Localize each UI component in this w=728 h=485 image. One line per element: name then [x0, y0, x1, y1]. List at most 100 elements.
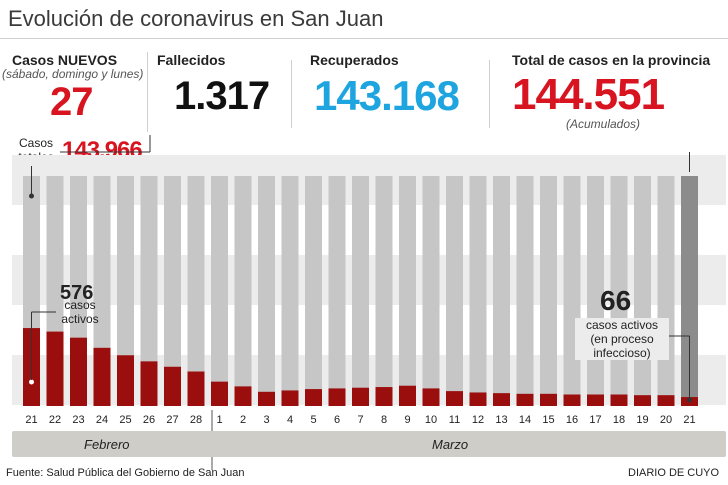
active-bar-15 — [352, 387, 369, 406]
tick-label-2: 22 — [49, 414, 61, 426]
active-bar-4 — [93, 347, 111, 406]
tick-label-4: 24 — [96, 414, 108, 426]
annotation-start-text: casos activos — [56, 298, 104, 326]
total-bar-7 — [164, 176, 181, 406]
annotation-end-value: 66 — [600, 285, 632, 316]
month-febrero: Febrero — [84, 437, 130, 452]
total-bar-24 — [563, 176, 581, 406]
tick-label-18: 10 — [425, 414, 437, 426]
fallecidos-value: 1.317 — [174, 74, 270, 118]
annotation-start-value: 576 — [60, 282, 94, 304]
active-bar-14 — [328, 388, 346, 406]
active-bar-12 — [281, 390, 299, 406]
total-bar-16 — [375, 176, 393, 406]
active-bar-21 — [493, 393, 510, 406]
active-bar-25 — [587, 394, 604, 406]
total-bar-28 — [657, 176, 675, 406]
annotation-end-line1: casos activos — [585, 318, 659, 332]
casos-totales-dot — [29, 193, 34, 199]
tick-label-5: 25 — [119, 414, 131, 426]
active-bar-20 — [469, 392, 487, 406]
tick-label-23: 15 — [542, 414, 554, 426]
tick-label-3: 23 — [72, 414, 84, 426]
nuevos-sub: (sábado, domingo y lunes) — [2, 67, 144, 81]
active-bar-8 — [187, 371, 205, 406]
total-bar-22 — [516, 176, 534, 406]
tick-label-21: 13 — [495, 414, 507, 426]
end-dot — [687, 397, 692, 403]
total-bar-29 — [681, 176, 698, 406]
tick-label-17: 9 — [404, 414, 410, 426]
casos-totales-line1: Casos — [18, 136, 53, 150]
tick-label-27: 19 — [636, 414, 648, 426]
total-bar-21 — [493, 176, 510, 406]
tick-label-19: 11 — [449, 414, 460, 426]
recuperados-label: Recuperados — [310, 52, 399, 68]
total-bar-5 — [117, 176, 134, 406]
active-bar-9 — [211, 381, 228, 406]
active-bar-28 — [657, 395, 675, 406]
recuperados-value: 143.168 — [314, 72, 460, 119]
nuevos-value: 27 — [50, 80, 93, 124]
total-bar-10 — [234, 176, 252, 406]
active-bar-10 — [234, 386, 252, 406]
total-bar-19 — [446, 176, 463, 406]
annotation-end-text: casos activos (en proceso infeccioso) — [575, 318, 669, 360]
total-value: 144.551 — [512, 70, 665, 119]
tick-label-10: 2 — [240, 414, 246, 426]
annotation-start-line2: activos — [61, 312, 99, 326]
annotation-end-line2: (en proceso — [590, 332, 654, 346]
active-bar-18 — [422, 388, 440, 406]
total-label: Total de casos en la provincia — [512, 52, 711, 68]
active-bar-23 — [540, 393, 557, 406]
tick-label-8: 28 — [190, 414, 202, 426]
active-bar-7 — [164, 366, 181, 406]
total-bar-17 — [399, 176, 416, 406]
tick-label-25: 17 — [589, 414, 601, 426]
total-sub: (Acumulados) — [566, 117, 641, 131]
total-bar-14 — [328, 176, 346, 406]
tick-label-12: 4 — [287, 414, 293, 426]
separator-1 — [147, 52, 148, 132]
tick-label-7: 27 — [166, 414, 178, 426]
active-bar-24 — [563, 394, 581, 406]
total-bar-8 — [187, 176, 205, 406]
footer-source: Fuente: Salud Pública del Gobierno de Sa… — [6, 467, 245, 479]
active-bar-16 — [375, 387, 393, 406]
active-bar-3 — [70, 337, 87, 406]
total-bar-23 — [540, 176, 557, 406]
tick-label-20: 12 — [472, 414, 484, 426]
footer-brand: DIARIO DE CUYO — [628, 467, 720, 479]
active-bar-5 — [117, 355, 134, 406]
total-bar-6 — [140, 176, 158, 406]
active-bar-22 — [516, 393, 534, 406]
active-bar-13 — [305, 389, 322, 406]
total-bar-20 — [469, 176, 487, 406]
tick-label-16: 8 — [381, 414, 387, 426]
tick-label-24: 16 — [566, 414, 578, 426]
active-bar-2 — [46, 331, 64, 406]
start-dot — [29, 379, 34, 385]
total-bar-27 — [634, 176, 651, 406]
tick-label-29: 21 — [683, 414, 695, 426]
total-bar-15 — [352, 176, 369, 406]
tick-label-14: 6 — [334, 414, 340, 426]
month-marzo: Marzo — [432, 437, 469, 452]
total-bar-18 — [422, 176, 440, 406]
tick-label-6: 26 — [143, 414, 155, 426]
tick-label-13: 5 — [310, 414, 316, 426]
active-bar-27 — [634, 395, 651, 406]
total-bar-9 — [211, 176, 228, 406]
annotation-start-line1: casos — [64, 298, 96, 312]
separator-3 — [489, 60, 490, 128]
active-bar-19 — [446, 391, 463, 406]
tick-label-9: 1 — [216, 414, 222, 426]
title-divider — [0, 38, 728, 39]
tick-label-1: 21 — [25, 414, 37, 426]
total-bar-12 — [281, 176, 299, 406]
chart-title: Evolución de coronavirus en San Juan — [8, 6, 384, 31]
active-bar-26 — [610, 394, 628, 406]
active-bar-6 — [140, 361, 158, 406]
active-bar-17 — [399, 385, 416, 406]
